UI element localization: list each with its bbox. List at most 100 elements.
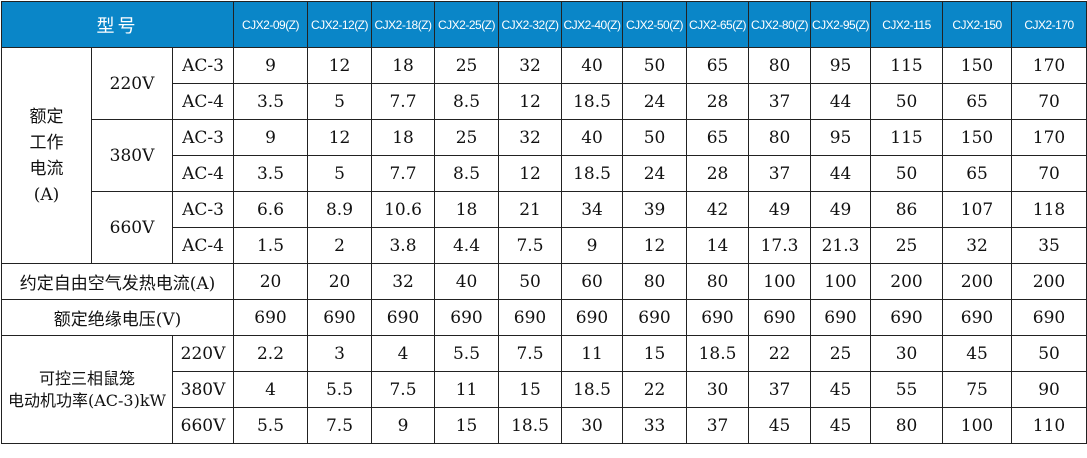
value-cell: 40 <box>434 263 500 300</box>
value-cell: 690 <box>942 299 1013 336</box>
value-cell: 50 <box>870 155 944 192</box>
motor-power-label: 可控三相鼠笼 电动机功率(AC-3)kW <box>1 335 173 444</box>
value-cell: 690 <box>434 299 500 336</box>
value-cell: 49 <box>810 191 872 228</box>
voltage-label: 660V <box>171 407 235 444</box>
value-cell: 30 <box>686 371 750 408</box>
value-cell: 690 <box>686 299 750 336</box>
value-cell: 20 <box>307 263 373 300</box>
value-cell: 200 <box>1011 263 1087 300</box>
value-cell: 690 <box>622 299 688 336</box>
value-cell: 690 <box>810 299 872 336</box>
value-cell: 28 <box>686 155 750 192</box>
value-cell: 15 <box>498 371 563 408</box>
value-cell: 30 <box>870 335 944 372</box>
value-cell: 690 <box>561 299 624 336</box>
table-row: AC-4 3.5 5 7.7 8.5 12 18.5 24 28 37 44 50 65 70 <box>2 83 1087 120</box>
value-cell: 107 <box>942 191 1013 228</box>
value-cell: 65 <box>942 155 1013 192</box>
value-cell: 3.5 <box>233 83 309 120</box>
value-cell: 33 <box>622 407 688 444</box>
value-cell: 10.6 <box>371 191 436 228</box>
utilization-category: AC-3 <box>171 191 235 228</box>
value-cell: 30 <box>561 407 624 444</box>
label-line: 电流 <box>29 158 64 179</box>
label-line: 额定 <box>29 106 64 127</box>
utilization-category: AC-4 <box>171 227 235 264</box>
value-cell: 32 <box>371 263 436 300</box>
value-cell: 3 <box>307 335 373 372</box>
utilization-category: AC-3 <box>171 47 235 84</box>
value-cell: 9 <box>561 227 624 264</box>
value-cell: 7.5 <box>498 227 563 264</box>
value-cell: 86 <box>870 191 944 228</box>
value-cell: 80 <box>686 263 750 300</box>
value-cell: 44 <box>810 155 872 192</box>
table-row: 380V AC-3 9 12 18 25 32 40 50 65 80 95 115 150 170 <box>2 119 1087 192</box>
value-cell: 6.6 <box>233 191 309 228</box>
model-column-header: CJX2-18(Z) <box>371 1 436 48</box>
thermal-current-label: 约定自由空气发热电流(A) <box>0 263 235 300</box>
value-cell: 3.5 <box>233 155 309 192</box>
value-cell: 8.9 <box>307 191 373 228</box>
value-cell: 2 <box>307 227 373 264</box>
value-cell: 37 <box>748 83 812 120</box>
table-row: AC-4 3.5 5 7.7 8.5 12 18.5 24 28 37 44 50 65 70 <box>2 155 1087 192</box>
value-cell: 45 <box>748 407 812 444</box>
table-row: 可控三相鼠笼 电动机功率(AC-3)kW 220V 2.2 3 4 5.5 7.5 11 15 18… <box>1 335 1087 444</box>
model-header: 型号 <box>0 1 235 48</box>
value-cell: 21.3 <box>810 227 872 264</box>
value-cell: 15 <box>622 335 688 372</box>
value-cell: 45 <box>810 371 872 408</box>
table-row: 额定 工作 电流 (A) 220V AC-3 9 12 18 25 32 40 50 65 80 95 115 1… <box>1 47 1087 264</box>
value-cell: 44 <box>810 83 872 120</box>
table-row: 380V 4 5.5 7.5 11 15 18.5 22 30 37 45 55 75 90 <box>2 371 1087 408</box>
table-row: 额定绝缘电压(V) 690 690 690 690 690 690 690 690 690 690 6… <box>0 299 1087 336</box>
value-cell: 9 <box>371 407 436 444</box>
value-cell: 70 <box>1011 83 1087 120</box>
value-cell: 5.5 <box>307 371 373 408</box>
value-cell: 95 <box>810 47 872 84</box>
model-column-header: CJX2-32(Z) <box>498 1 563 48</box>
value-cell: 5.5 <box>233 407 309 444</box>
value-cell: 49 <box>748 191 812 228</box>
value-cell: 9 <box>233 47 309 84</box>
value-cell: 690 <box>870 299 944 336</box>
value-cell: 25 <box>434 119 500 156</box>
value-cell: 40 <box>561 47 624 84</box>
value-cell: 7.5 <box>371 371 436 408</box>
value-cell: 170 <box>1011 119 1087 156</box>
value-cell: 75 <box>942 371 1013 408</box>
value-cell: 45 <box>942 335 1013 372</box>
value-cell: 100 <box>810 263 872 300</box>
table-row: AC-4 1.5 2 3.8 4.4 7.5 9 12 14 17.3 21.3 25 32 35 <box>2 227 1087 264</box>
value-cell: 18.5 <box>686 335 750 372</box>
value-cell: 32 <box>498 119 563 156</box>
value-cell: 7.5 <box>307 407 373 444</box>
value-cell: 50 <box>622 47 688 84</box>
value-cell: 37 <box>748 155 812 192</box>
value-cell: 24 <box>622 155 688 192</box>
value-cell: 80 <box>870 407 944 444</box>
value-cell: 18.5 <box>498 407 563 444</box>
value-cell: 690 <box>371 299 436 336</box>
value-cell: 200 <box>870 263 944 300</box>
value-cell: 150 <box>942 119 1013 156</box>
value-cell: 45 <box>810 407 872 444</box>
label-line: 工作 <box>29 132 64 153</box>
value-cell: 7.7 <box>371 155 436 192</box>
value-cell: 95 <box>810 119 872 156</box>
value-cell: 55 <box>870 371 944 408</box>
model-column-header: CJX2-65(Z) <box>686 1 750 48</box>
value-cell: 22 <box>748 335 812 372</box>
voltage-label: 380V <box>91 119 173 192</box>
value-cell: 25 <box>870 227 944 264</box>
value-cell: 65 <box>942 83 1013 120</box>
value-cell: 4 <box>371 335 436 372</box>
contactor-spec-table: 型号 CJX2-09(Z) CJX2-12(Z) CJX2-18(Z) CJX2-25… <box>0 1 1087 444</box>
value-cell: 32 <box>498 47 563 84</box>
value-cell: 12 <box>498 155 563 192</box>
value-cell: 90 <box>1011 371 1087 408</box>
value-cell: 11 <box>434 371 500 408</box>
value-cell: 18 <box>371 119 436 156</box>
